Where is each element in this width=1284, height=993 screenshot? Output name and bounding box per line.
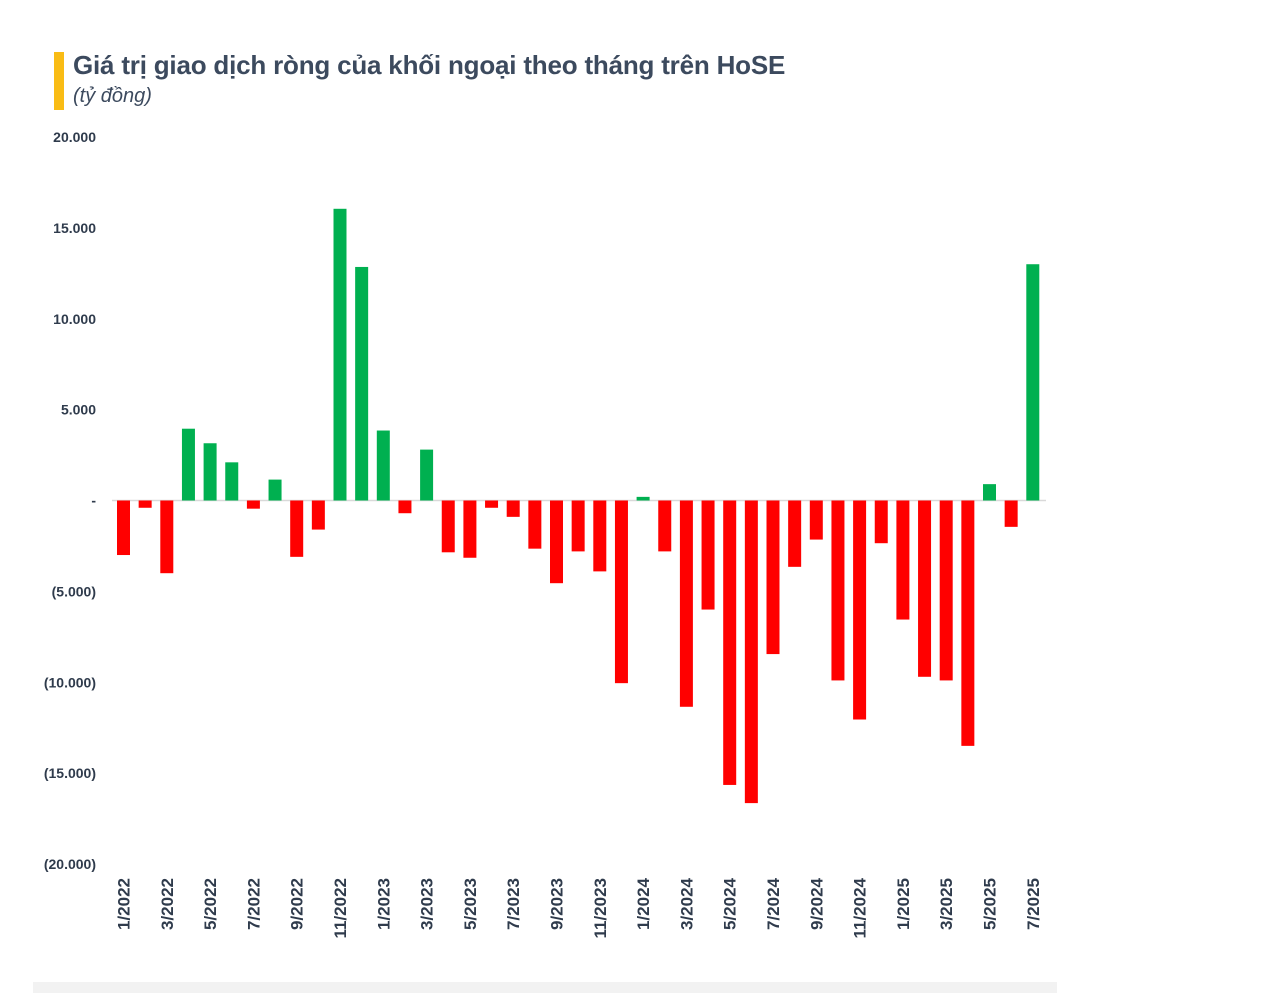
bar-1-2025 <box>896 500 910 620</box>
bar-5-2022 <box>203 443 217 501</box>
y-tick-label: 5.000 <box>61 402 96 418</box>
x-axis-ticks: 1/2022 3/2022 5/2022 7/2022 9/2022 11/2022 1/2… <box>115 877 1043 938</box>
x-tick-label: 3/2025 <box>937 878 956 930</box>
bar-10-2024 <box>831 500 845 681</box>
bar-9-2022 <box>290 500 304 557</box>
bar-4-2022 <box>181 428 195 501</box>
x-tick-label: 3/2023 <box>418 878 437 930</box>
chart-subtitle: (tỷ đồng) <box>73 85 152 107</box>
bar-6-2025 <box>1004 500 1018 527</box>
bar-11-2022 <box>333 208 347 501</box>
bar-7-2024 <box>766 500 780 655</box>
bar-6-2023 <box>485 500 499 508</box>
title-accent-bar <box>54 52 64 110</box>
bar-9-2023 <box>550 500 563 584</box>
x-tick-label: 1/2025 <box>894 878 913 930</box>
bar-10-2023 <box>571 500 585 552</box>
bar-2-2025 <box>918 500 932 677</box>
bar-4-2025 <box>961 500 975 746</box>
bar-3-2025 <box>939 500 953 681</box>
y-tick-label: 15.000 <box>53 220 96 236</box>
x-tick-label: 1/2023 <box>374 878 393 930</box>
x-tick-label: 9/2023 <box>548 878 567 930</box>
bar-3-2022 <box>160 500 174 574</box>
bar-7-2023 <box>506 500 520 517</box>
bar-12-2022 <box>355 266 369 501</box>
bar-3-2024 <box>679 500 693 707</box>
bar-4-2024 <box>701 500 715 610</box>
bar-2-2022 <box>138 500 152 508</box>
bar-7-2025 <box>1026 264 1040 501</box>
x-tick-label: 11/2023 <box>591 878 610 939</box>
bar-2-2023 <box>398 500 412 514</box>
bar-7-2022 <box>246 500 260 509</box>
x-tick-label: 5/2022 <box>201 878 220 930</box>
bar-1-2024 <box>636 496 650 501</box>
y-tick-label: (20.000) <box>44 856 96 872</box>
chart-title: Giá trị giao dịch ròng của khối ngoại th… <box>73 50 786 80</box>
y-tick-label: (5.000) <box>52 583 96 599</box>
bar-1-2023 <box>376 430 390 501</box>
bar-1-2022 <box>117 500 130 556</box>
bar-12-2024 <box>874 500 888 544</box>
bar-12-2023 <box>614 500 628 684</box>
bar-5-2024 <box>723 500 737 785</box>
y-axis-ticks: 20.000 15.000 10.000 5.000 - (5.000) (10.000) (… <box>44 129 96 872</box>
bar-3-2023 <box>420 449 434 501</box>
x-tick-label: 7/2023 <box>504 878 523 930</box>
x-tick-label: 9/2024 <box>807 877 826 930</box>
bar-5-2025 <box>983 484 996 501</box>
y-tick-label: - <box>91 493 96 509</box>
x-tick-label: 1/2022 <box>115 878 134 930</box>
bar-9-2024 <box>809 500 823 540</box>
x-tick-label: 11/2024 <box>851 877 870 938</box>
bar-6-2024 <box>744 500 758 804</box>
y-tick-label: 10.000 <box>53 311 96 327</box>
bars <box>117 208 1040 804</box>
x-tick-label: 7/2025 <box>1024 878 1043 930</box>
bar-8-2024 <box>788 500 802 567</box>
x-tick-label: 5/2023 <box>461 878 480 930</box>
x-tick-label: 7/2022 <box>244 878 263 930</box>
bar-11-2024 <box>853 500 867 720</box>
bar-2-2024 <box>658 500 672 552</box>
x-tick-label: 3/2024 <box>677 877 696 930</box>
x-tick-label: 1/2024 <box>634 877 653 930</box>
y-tick-label: (15.000) <box>44 765 96 781</box>
bar-10-2022 <box>311 500 325 530</box>
bottom-strip <box>33 982 1057 993</box>
y-tick-label: 20.000 <box>53 129 96 145</box>
x-tick-label: 11/2022 <box>331 878 350 939</box>
x-tick-label: 3/2022 <box>158 878 177 930</box>
y-tick-label: (10.000) <box>44 674 96 690</box>
bar-6-2022 <box>225 462 239 501</box>
bar-5-2023 <box>463 500 477 558</box>
x-tick-label: 9/2022 <box>288 878 307 930</box>
bar-8-2023 <box>528 500 542 549</box>
x-tick-label: 7/2024 <box>764 877 783 930</box>
x-tick-label: 5/2024 <box>721 877 740 930</box>
bar-8-2022 <box>268 479 282 501</box>
bar-11-2023 <box>593 500 607 572</box>
bar-4-2023 <box>441 500 455 553</box>
x-tick-label: 5/2025 <box>981 878 1000 930</box>
